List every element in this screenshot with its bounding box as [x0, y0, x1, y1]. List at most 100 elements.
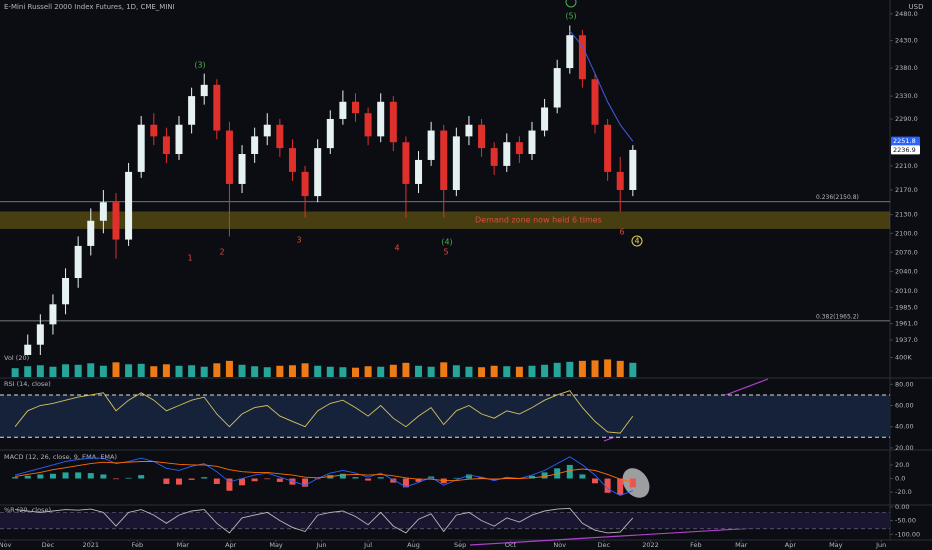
macd-histogram [62, 472, 69, 479]
volume-bar [49, 366, 57, 377]
volume-bar [452, 365, 460, 377]
wave-label: 3 [296, 236, 301, 245]
pane [0, 507, 890, 534]
candle-body [150, 124, 158, 137]
macd-histogram [377, 477, 384, 479]
candle-body [364, 113, 372, 137]
candle-body [339, 101, 347, 119]
wave-circle [631, 235, 643, 247]
x-tick-label: Jun [315, 541, 326, 549]
volume-bar [604, 359, 612, 377]
volume-bar [339, 367, 347, 377]
pane-title: MACD (12, 26, close, 9, EMA, EMA) [4, 453, 117, 461]
y-tick-label: 40.00 [895, 423, 914, 431]
demand-zone [0, 211, 890, 229]
y-tick-label: 0.0 [895, 475, 905, 483]
volume-bar [276, 365, 284, 377]
y-tick-label: 2040.0 [895, 268, 918, 276]
macd-histogram [239, 478, 246, 486]
candle-body [440, 130, 448, 191]
volume-bar [301, 363, 309, 377]
volume-bar [150, 366, 158, 377]
candle-body [200, 84, 208, 97]
candle-body [591, 79, 599, 125]
candle-body [238, 154, 246, 184]
macd-histogram [125, 477, 132, 479]
macd-histogram [100, 474, 107, 479]
macd-histogram [579, 474, 586, 479]
volume-bar [200, 366, 208, 377]
candle-body [188, 96, 196, 125]
volume-bar [553, 362, 561, 377]
wave-label: 4 [634, 237, 639, 246]
price-tag [891, 145, 920, 155]
price-tag-label: 2236.9 [893, 146, 916, 154]
x-tick-label: Sep [454, 541, 466, 549]
y-tick-label: 0.00 [895, 503, 909, 511]
candle-body [99, 202, 107, 221]
macd-histogram [453, 477, 460, 479]
pane [0, 390, 890, 438]
y-tick-label: 60.00 [895, 402, 914, 410]
pane-title: %R (20, close) [4, 506, 51, 514]
volume-bar [427, 366, 435, 377]
volume-bar [188, 365, 196, 377]
wave-label: 2 [219, 248, 224, 257]
x-tick-label: May [269, 541, 283, 549]
candle-body [251, 136, 259, 155]
currency: USD [909, 3, 924, 11]
volume-bar [162, 364, 170, 377]
macd-histogram [264, 478, 271, 480]
macd-histogram [276, 478, 283, 482]
candle-body [87, 220, 95, 246]
volume-bar [213, 363, 221, 377]
volume-bar [629, 362, 637, 377]
candle-body [465, 124, 473, 137]
candle-body [137, 124, 145, 172]
volume-bar [11, 368, 19, 377]
y-tick-label: -20.0 [895, 488, 912, 496]
y-tick-label: 2130.0 [895, 211, 918, 219]
candle-body [616, 171, 624, 191]
volume-bar [24, 366, 32, 377]
fib-label: 0.382(1965.2) [816, 313, 859, 320]
volume-bar [263, 367, 271, 377]
price-tag [891, 136, 920, 146]
y-tick-label: 400K [895, 353, 912, 361]
volume-bar [137, 363, 145, 377]
macd-histogram [365, 478, 372, 481]
candle-body [112, 202, 120, 240]
y-tick-label: 1985.0 [895, 304, 918, 312]
wave-label: 1 [187, 254, 192, 263]
macd-histogram [339, 473, 346, 479]
volume-bar [415, 365, 423, 377]
volume-bar [490, 365, 498, 377]
candle-body [24, 344, 32, 355]
x-tick-label: Aug [407, 541, 420, 549]
y-tick-label: 2070.0 [895, 248, 918, 256]
macd-histogram [176, 478, 183, 485]
wave-label: (5) [565, 12, 576, 21]
volume-bar [225, 360, 233, 377]
macd-histogram [592, 478, 599, 484]
candle-body [175, 124, 183, 155]
volume-bar [74, 364, 82, 377]
volume-bar [99, 365, 107, 377]
candle-body [62, 278, 70, 305]
macd-histogram [213, 478, 220, 484]
candle-body [415, 159, 423, 184]
y-tick-label: 2430.0 [895, 37, 918, 45]
indicator-line [14, 390, 634, 434]
macd-histogram [566, 464, 573, 479]
candle-body [528, 130, 536, 155]
x-tick-label: Apr [785, 541, 797, 549]
pane [12, 456, 636, 496]
volume-bar [515, 366, 523, 377]
volume-bar [402, 362, 410, 377]
x-tick-label: Oct [505, 541, 517, 549]
macd-histogram [112, 478, 119, 480]
macd-histogram [12, 477, 19, 479]
y-tick-label: 2480.0 [895, 10, 918, 18]
macd-histogram [302, 478, 309, 487]
